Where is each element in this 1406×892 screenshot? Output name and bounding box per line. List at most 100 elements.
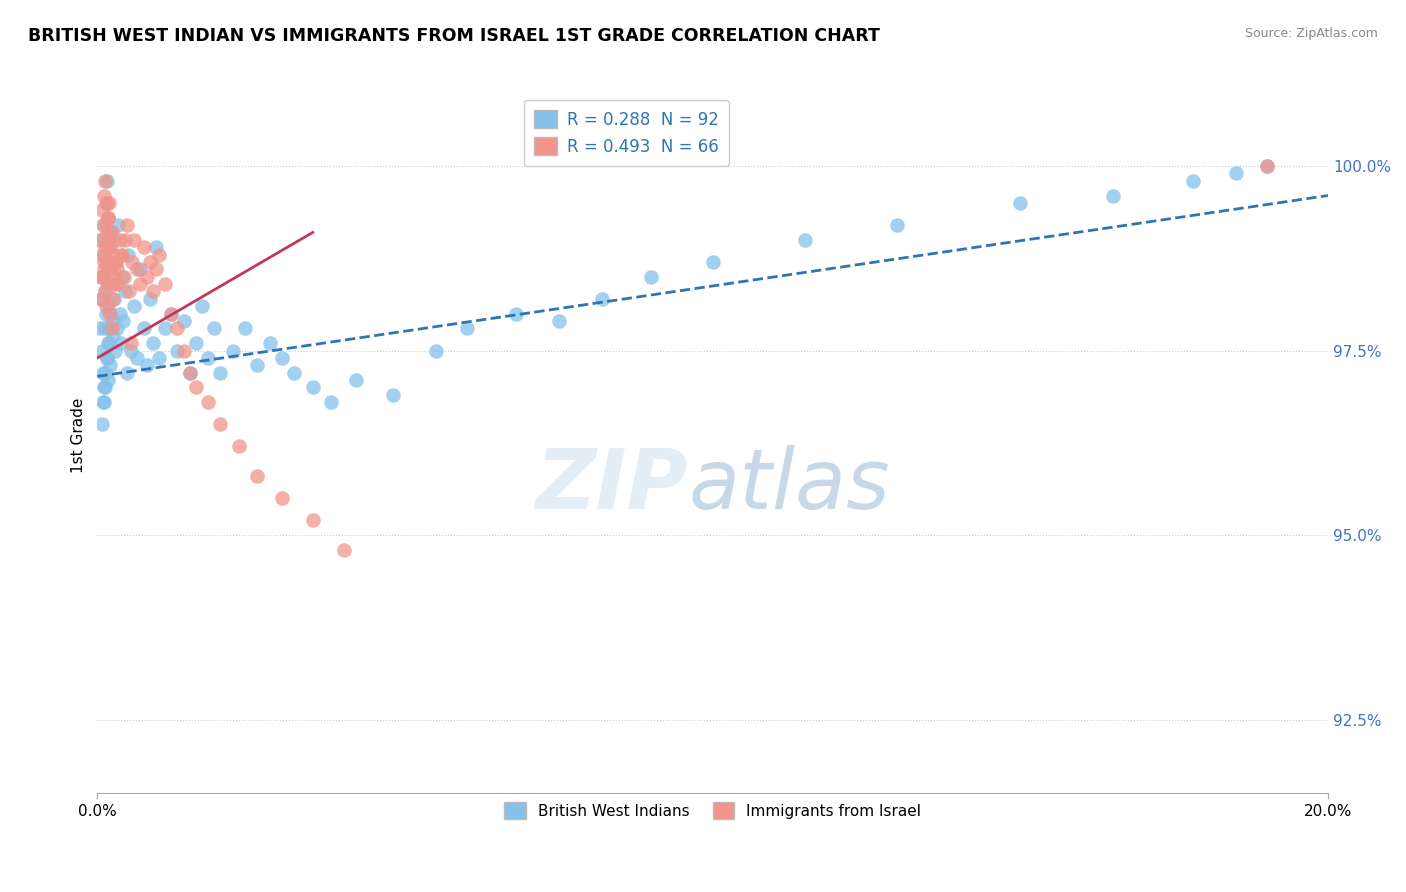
Point xyxy=(96,262,118,277)
Point xyxy=(121,255,143,269)
Point xyxy=(1010,195,1032,210)
Point xyxy=(103,343,125,358)
Point xyxy=(127,262,149,277)
Point xyxy=(124,233,146,247)
Point xyxy=(179,366,201,380)
Point xyxy=(153,277,176,291)
Point xyxy=(96,174,118,188)
Point xyxy=(98,195,121,210)
Point xyxy=(104,255,127,269)
Point xyxy=(1256,159,1278,173)
Point xyxy=(132,240,155,254)
Point xyxy=(98,336,121,351)
Point xyxy=(98,233,121,247)
Point xyxy=(179,366,201,380)
Point xyxy=(160,307,183,321)
Point xyxy=(90,203,112,218)
Point xyxy=(100,314,122,328)
Point xyxy=(456,321,478,335)
Point xyxy=(96,255,118,269)
Text: ZIP: ZIP xyxy=(536,445,688,526)
Point xyxy=(96,226,118,240)
Point xyxy=(98,359,121,373)
Point xyxy=(91,269,114,284)
Point xyxy=(115,218,138,232)
Point xyxy=(548,314,571,328)
Point xyxy=(112,314,135,328)
Point xyxy=(202,321,225,335)
Point xyxy=(138,292,160,306)
Point xyxy=(91,395,114,409)
Point xyxy=(94,321,117,335)
Point xyxy=(91,247,114,261)
Point xyxy=(108,233,131,247)
Point xyxy=(93,262,115,277)
Point xyxy=(93,188,115,202)
Point xyxy=(101,226,124,240)
Point xyxy=(93,380,115,394)
Text: atlas: atlas xyxy=(688,445,890,526)
Point xyxy=(91,366,114,380)
Point xyxy=(301,380,323,394)
Point xyxy=(100,226,122,240)
Point xyxy=(97,373,120,387)
Point xyxy=(101,292,124,306)
Point xyxy=(135,269,157,284)
Point xyxy=(184,380,207,394)
Text: Source: ZipAtlas.com: Source: ZipAtlas.com xyxy=(1244,27,1378,40)
Point xyxy=(1181,174,1204,188)
Point xyxy=(166,321,188,335)
Point xyxy=(173,314,195,328)
Point xyxy=(110,247,132,261)
Point xyxy=(94,299,117,313)
Point xyxy=(142,285,165,299)
Point xyxy=(98,307,121,321)
Point xyxy=(107,277,129,291)
Point xyxy=(197,351,219,365)
Point xyxy=(1225,166,1247,180)
Point xyxy=(118,285,141,299)
Point xyxy=(332,542,354,557)
Point xyxy=(98,240,121,254)
Point xyxy=(153,321,176,335)
Point xyxy=(97,299,120,313)
Y-axis label: 1st Grade: 1st Grade xyxy=(72,398,86,473)
Point xyxy=(381,388,404,402)
Point xyxy=(120,343,142,358)
Point xyxy=(94,366,117,380)
Point xyxy=(90,417,112,432)
Point xyxy=(94,174,117,188)
Point xyxy=(283,366,305,380)
Point xyxy=(271,351,294,365)
Point xyxy=(120,336,142,351)
Point xyxy=(103,247,125,261)
Point xyxy=(89,233,111,247)
Point xyxy=(114,233,136,247)
Legend: British West Indians, Immigrants from Israel: British West Indians, Immigrants from Is… xyxy=(498,797,927,825)
Point xyxy=(184,336,207,351)
Point xyxy=(135,359,157,373)
Point xyxy=(100,321,122,335)
Point xyxy=(96,195,118,210)
Point xyxy=(107,218,129,232)
Point xyxy=(94,240,117,254)
Point xyxy=(103,277,125,291)
Point xyxy=(138,255,160,269)
Point xyxy=(129,262,152,277)
Point xyxy=(97,211,120,225)
Point xyxy=(105,321,128,335)
Point xyxy=(173,343,195,358)
Point xyxy=(209,417,232,432)
Point xyxy=(1101,188,1123,202)
Point xyxy=(148,247,170,261)
Point xyxy=(89,321,111,335)
Point xyxy=(105,262,128,277)
Point xyxy=(97,277,120,291)
Point xyxy=(145,262,167,277)
Point xyxy=(702,255,724,269)
Point xyxy=(148,351,170,365)
Point xyxy=(794,233,817,247)
Point xyxy=(93,255,115,269)
Point xyxy=(259,336,281,351)
Point xyxy=(101,277,124,291)
